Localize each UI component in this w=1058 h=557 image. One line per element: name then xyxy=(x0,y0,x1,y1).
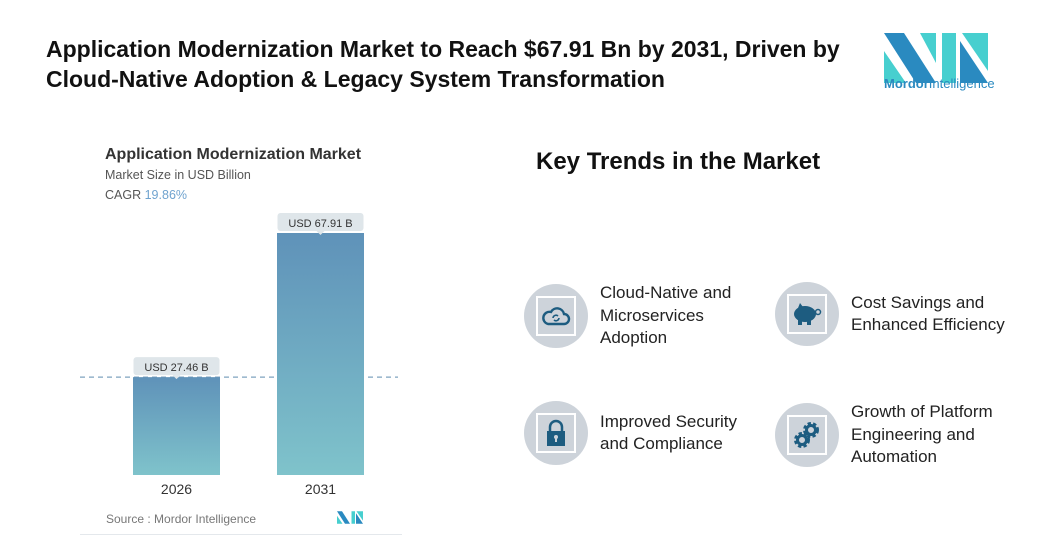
source-logo-icon xyxy=(337,511,363,524)
bar-2026 xyxy=(133,377,220,475)
data-label-box xyxy=(133,357,220,376)
gears-icon xyxy=(787,414,827,455)
data-label-pointer xyxy=(316,231,325,235)
trend-security: Improved Security and Compliance xyxy=(524,401,760,465)
piggy-bank-icon xyxy=(787,294,827,334)
chart-subtitle: Market Size in USD Billion xyxy=(105,168,251,182)
trend-label: Growth of Platform Engineering and Autom… xyxy=(851,402,993,466)
trend-label: Cost Savings and Enhanced Efficiency xyxy=(851,292,1005,335)
trend-label: Improved Security and Compliance xyxy=(600,411,737,454)
logo-wordmark: MordorIntelligence xyxy=(884,76,995,91)
cloud-sync-icon xyxy=(536,295,576,336)
data-label-box xyxy=(277,213,364,231)
chart-title: Application Modernization Market xyxy=(105,146,362,163)
mordor-intelligence-logo xyxy=(884,33,988,83)
trend-cost-savings: Cost Savings and Enhanced Efficiency xyxy=(775,282,1011,346)
x-tick-label: 2031 xyxy=(305,481,336,497)
trend-platform-engineering: Growth of Platform Engineering and Autom… xyxy=(775,401,1011,469)
data-label: USD 67.91 B xyxy=(288,218,352,230)
headline: Application Modernization Market to Reac… xyxy=(46,36,840,92)
chart-card: USD 27.46 B 2026 USD 67.91 B 2031 Applicati… xyxy=(80,130,402,535)
bar-chart: USD 27.46 B 2026 USD 67.91 B 2031 xyxy=(80,213,398,497)
bar-2031 xyxy=(277,233,364,475)
key-trends-title: Key Trends in the Market xyxy=(536,148,821,175)
trend-cloud-native: Cloud-Native and Microservices Adoption xyxy=(524,282,760,350)
trend-label: Cloud-Native and Microservices Adoption xyxy=(600,283,732,347)
lock-icon xyxy=(536,413,576,453)
data-label: USD 27.46 B xyxy=(144,362,208,374)
data-label-pointer xyxy=(172,375,181,380)
x-tick-label: 2026 xyxy=(161,481,192,497)
chart-source: Source : Mordor Intelligence xyxy=(106,512,257,526)
cagr-value: 19.86% xyxy=(144,188,188,202)
cagr: CAGR 19.86% xyxy=(105,188,188,202)
